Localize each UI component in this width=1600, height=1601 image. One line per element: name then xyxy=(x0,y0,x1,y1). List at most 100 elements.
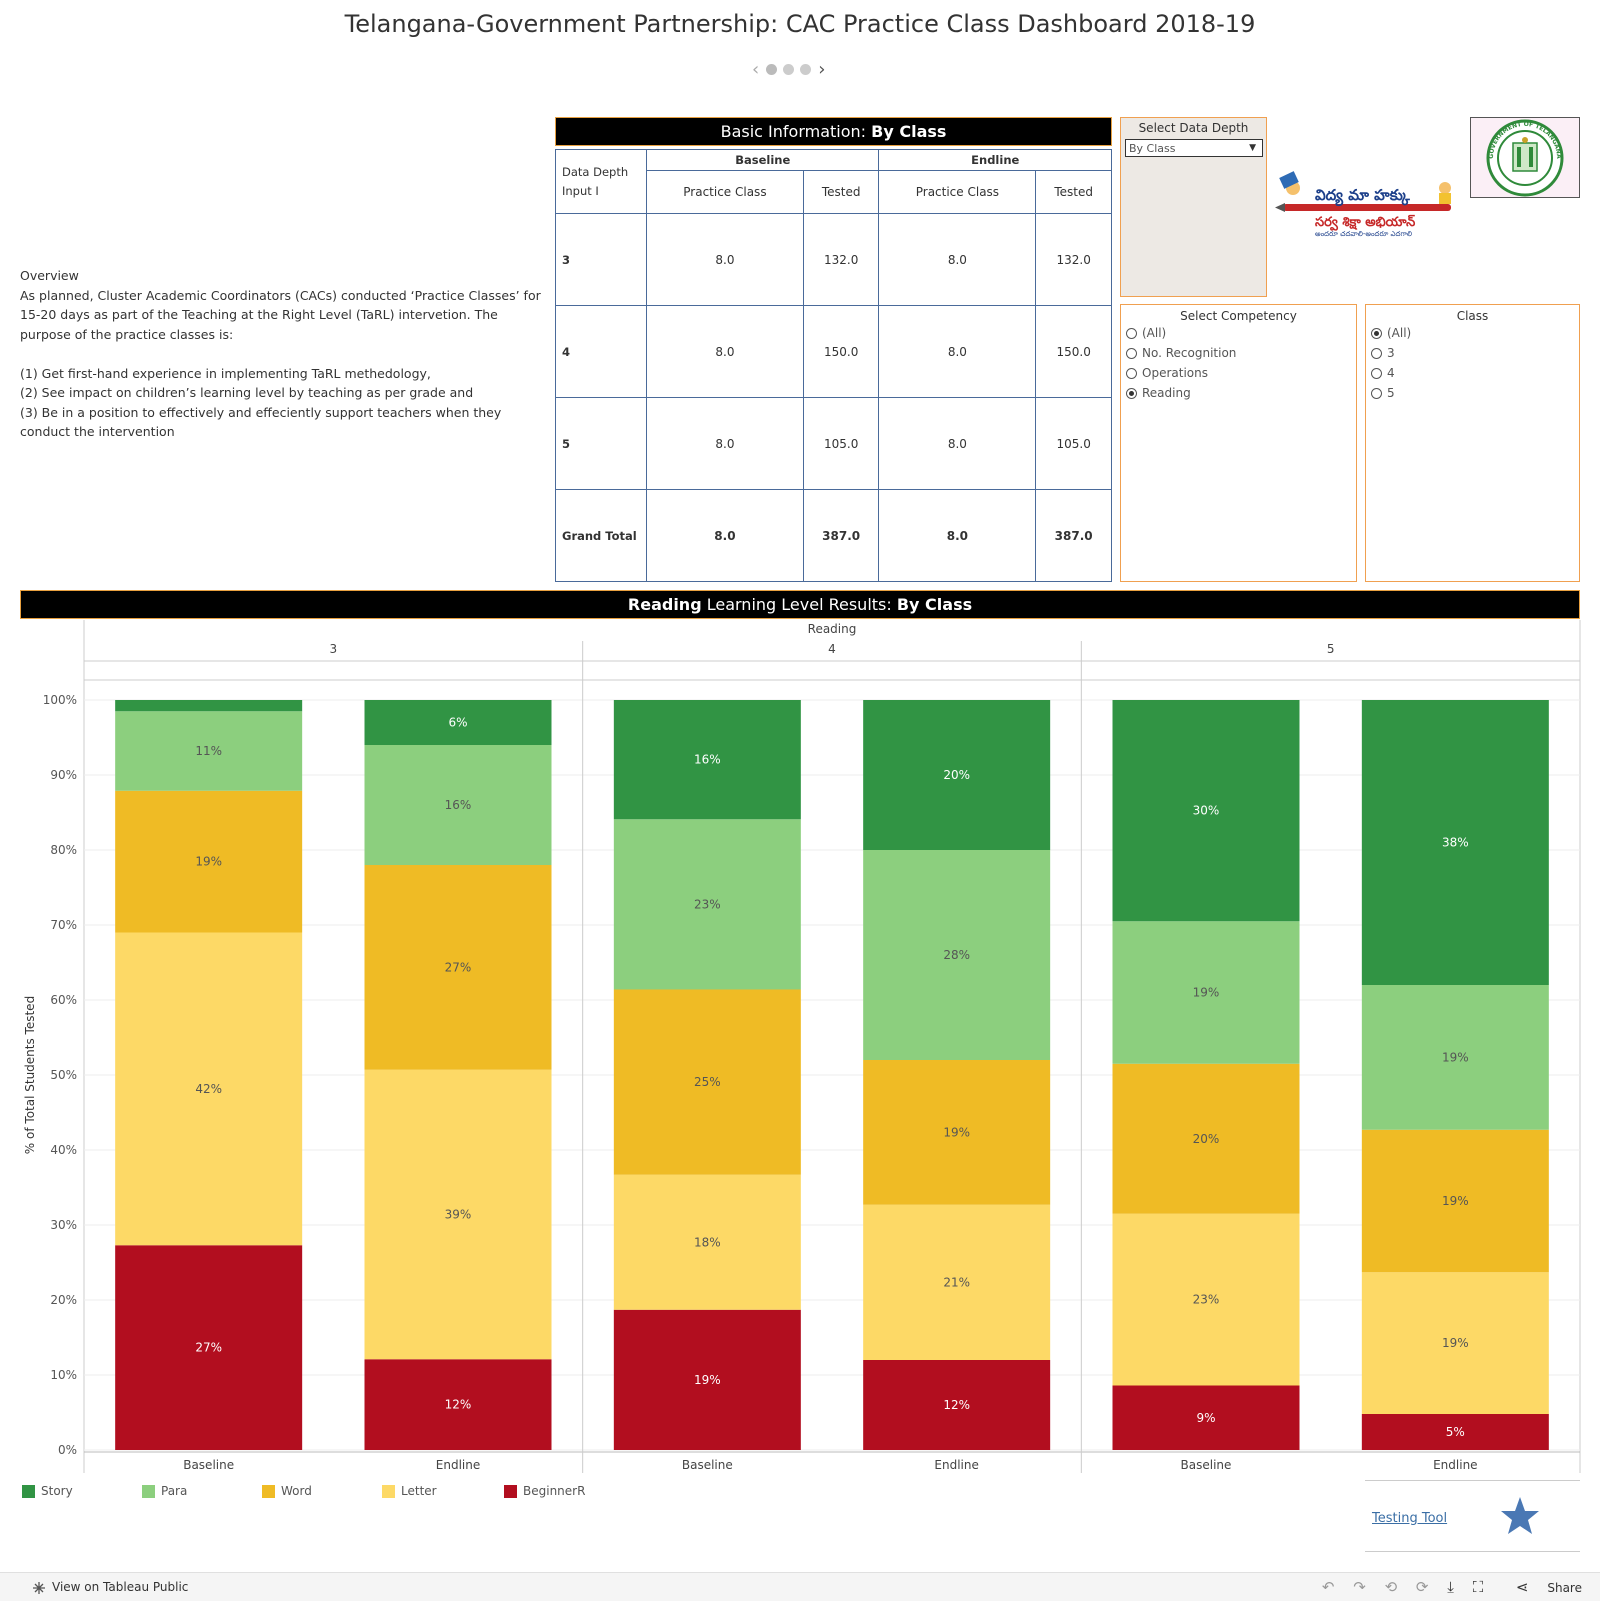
class-option-label: 3 xyxy=(1387,346,1395,360)
tableau-footer: View on Tableau Public ↶ ↷ ⟲ ⟳ ⤓ ⛶ ⋖ Sha… xyxy=(0,1572,1600,1601)
bar-segment-beginnerr[interactable] xyxy=(364,1359,552,1450)
revert-icon[interactable]: ⟲ xyxy=(1384,1578,1398,1596)
bar-segment-word[interactable] xyxy=(115,790,303,933)
bar-segment-beginnerr[interactable] xyxy=(1361,1414,1549,1450)
bar-data-label: 16% xyxy=(445,798,472,812)
legend-item-word[interactable]: Word xyxy=(262,1482,312,1500)
competency-option[interactable]: No. Recognition xyxy=(1121,343,1356,363)
chevron-left-icon[interactable]: ‹ xyxy=(752,58,760,80)
bar-segment-story[interactable] xyxy=(1361,700,1549,985)
legend-item-story[interactable]: Story xyxy=(22,1482,73,1500)
download-icon[interactable]: ⤓ xyxy=(1447,1578,1454,1596)
radio-icon[interactable] xyxy=(1126,348,1137,359)
bar-segment-para[interactable] xyxy=(1361,985,1549,1130)
share-label: Share xyxy=(1547,1581,1582,1595)
legend-label: BeginnerR xyxy=(523,1484,586,1498)
bar-segment-story[interactable] xyxy=(863,700,1051,850)
bar-segment-letter[interactable] xyxy=(1361,1272,1549,1414)
bar-segment-letter[interactable] xyxy=(115,932,303,1246)
table-cell[interactable]: 150.0 xyxy=(802,305,880,398)
class-option[interactable]: 4 xyxy=(1366,363,1579,383)
table-cell[interactable]: 105.0 xyxy=(802,397,880,490)
bar-data-label: 23% xyxy=(1193,1293,1220,1307)
bar-segment-beginnerr[interactable] xyxy=(863,1360,1051,1450)
legend-item-letter[interactable]: Letter xyxy=(382,1482,437,1500)
table-cell[interactable]: 387.0 xyxy=(1035,489,1112,582)
corner-line-2: Input I xyxy=(562,183,599,198)
bar-segment-letter[interactable] xyxy=(364,1069,552,1360)
share-button[interactable]: ⋖ Share xyxy=(1502,1578,1582,1596)
competency-option[interactable]: Reading xyxy=(1121,383,1356,403)
bar-segment-beginnerr[interactable] xyxy=(115,1245,303,1450)
table-cell[interactable]: 8.0 xyxy=(646,213,804,306)
bar-segment-beginnerr[interactable] xyxy=(613,1309,801,1450)
bar-data-label: 19% xyxy=(694,1373,721,1387)
table-cell[interactable]: 8.0 xyxy=(878,213,1037,306)
table-cell[interactable]: 132.0 xyxy=(802,213,880,306)
basic-info-header: Basic Information: By Class xyxy=(555,117,1112,146)
radio-icon[interactable] xyxy=(1371,368,1382,379)
radio-icon[interactable] xyxy=(1371,388,1382,399)
competency-option[interactable]: (All) xyxy=(1121,323,1356,343)
class-option[interactable]: (All) xyxy=(1366,323,1579,343)
bar-segment-letter[interactable] xyxy=(613,1174,801,1310)
bar-segment-para[interactable] xyxy=(364,745,552,865)
story-dot-1[interactable] xyxy=(766,63,778,75)
bar-segment-story[interactable] xyxy=(1112,700,1300,922)
table-cell[interactable]: 8.0 xyxy=(878,489,1037,582)
redo-icon[interactable]: ↷ xyxy=(1353,1578,1366,1596)
bar-data-label: 12% xyxy=(943,1398,970,1412)
bar-segment-word[interactable] xyxy=(1361,1129,1549,1273)
table-row: 3 8.0 132.0 8.0 132.0 xyxy=(555,213,1112,306)
table-cell[interactable]: 8.0 xyxy=(878,305,1037,398)
data-depth-dropdown[interactable]: By Class ▼ xyxy=(1125,139,1263,157)
logo-ssa-top: విద్య మా హక్కు xyxy=(1315,186,1411,207)
bar-segment-story[interactable] xyxy=(364,700,552,745)
bar-segment-beginnerr[interactable] xyxy=(1112,1385,1300,1451)
bar-segment-letter[interactable] xyxy=(863,1204,1051,1360)
radio-icon[interactable] xyxy=(1126,388,1137,399)
table-cell[interactable]: 150.0 xyxy=(1035,305,1112,398)
table-cell[interactable]: 8.0 xyxy=(646,305,804,398)
bar-segment-word[interactable] xyxy=(1112,1063,1300,1214)
radio-icon[interactable] xyxy=(1371,348,1382,359)
radio-icon[interactable] xyxy=(1126,368,1137,379)
bar-segment-word[interactable] xyxy=(364,865,552,1070)
table-cell[interactable]: 105.0 xyxy=(1035,397,1112,490)
bar-segment-letter[interactable] xyxy=(1112,1213,1300,1386)
view-on-tableau-public-link[interactable]: View on Tableau Public xyxy=(32,1580,188,1595)
fullscreen-icon[interactable]: ⛶ xyxy=(1472,1578,1484,1596)
table-cell[interactable]: 8.0 xyxy=(646,489,804,582)
chevron-right-icon[interactable]: › xyxy=(818,58,826,80)
testing-tool-link[interactable]: Testing Tool xyxy=(1372,1511,1448,1526)
radio-icon[interactable] xyxy=(1126,328,1137,339)
table-cell[interactable]: 8.0 xyxy=(646,397,804,490)
refresh-icon[interactable]: ⟳ xyxy=(1415,1578,1429,1596)
story-dot-3[interactable] xyxy=(800,63,812,75)
legend-item-beginnerr[interactable]: BeginnerR xyxy=(504,1482,585,1500)
bar-segment-story[interactable] xyxy=(613,700,801,820)
undo-icon[interactable]: ↶ xyxy=(1321,1578,1335,1596)
bar-segment-para[interactable] xyxy=(863,850,1051,1060)
bar-segment-word[interactable] xyxy=(613,989,801,1175)
y-tick-label: 20% xyxy=(50,1293,77,1307)
legend-item-para[interactable]: Para xyxy=(142,1482,187,1500)
story-dot-2[interactable] xyxy=(783,63,795,75)
competency-option[interactable]: Operations xyxy=(1121,363,1356,383)
legend-label: Letter xyxy=(401,1484,437,1498)
star-icon[interactable] xyxy=(1499,1495,1541,1537)
bar-segment-para[interactable] xyxy=(1112,921,1300,1064)
table-cell[interactable]: 8.0 xyxy=(878,397,1037,490)
bar-segment-para[interactable] xyxy=(613,819,801,990)
radio-icon[interactable] xyxy=(1371,328,1382,339)
class-option[interactable]: 3 xyxy=(1366,343,1579,363)
table-cell[interactable]: 132.0 xyxy=(1035,213,1112,306)
data-depth-value: By Class xyxy=(1129,142,1176,155)
logo-ssa-mid: సర్వ శిక్షా అభియాన్ xyxy=(1315,214,1415,231)
bar-segment-para[interactable] xyxy=(115,711,303,791)
class-option[interactable]: 5 xyxy=(1366,383,1579,403)
bar-data-label: 19% xyxy=(1442,1336,1469,1350)
table-cell[interactable]: 387.0 xyxy=(802,489,880,582)
bar-segment-story[interactable] xyxy=(115,700,303,712)
bar-segment-word[interactable] xyxy=(863,1060,1051,1205)
